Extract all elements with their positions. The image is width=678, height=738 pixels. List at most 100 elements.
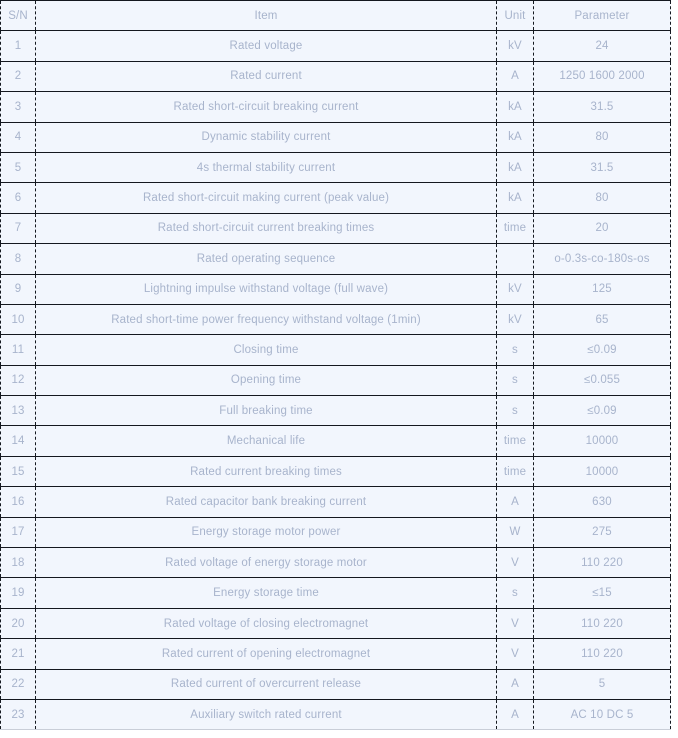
row-sn: 9 bbox=[0, 273, 36, 305]
row-unit bbox=[496, 243, 534, 275]
row-sn: 5 bbox=[0, 151, 36, 184]
row-parameter: 10000 bbox=[533, 455, 671, 488]
row-unit: kA bbox=[496, 91, 534, 123]
row-unit: s bbox=[496, 364, 534, 397]
row-parameter: ≤15 bbox=[533, 577, 671, 609]
column-header-unit: Unit bbox=[496, 0, 534, 32]
row-parameter: ≤0.09 bbox=[533, 334, 671, 366]
row-sn: 22 bbox=[0, 668, 36, 700]
row-sn: 11 bbox=[0, 334, 36, 366]
row-unit: A bbox=[496, 60, 534, 93]
row-sn: 13 bbox=[0, 395, 36, 427]
row-item: Rated short-time power frequency withsta… bbox=[35, 303, 497, 336]
table-row: 8 Rated operating sequence o-0.3s-co-180s-… bbox=[0, 243, 671, 275]
row-unit: kA bbox=[496, 182, 534, 214]
row-item: Rated short-circuit breaking current bbox=[35, 91, 497, 123]
row-item: Energy storage motor power bbox=[35, 516, 497, 549]
row-unit: V bbox=[496, 607, 534, 640]
row-item: Rated voltage of closing electromagnet bbox=[35, 607, 497, 640]
table-row: 7 Rated short-circuit current breaking ti… bbox=[0, 212, 671, 245]
table-row: 2 Rated current A 1250 1600 2000 bbox=[0, 60, 671, 93]
table-row: 18 Rated voltage of energy storage motor V… bbox=[0, 547, 671, 579]
row-sn: 19 bbox=[0, 577, 36, 609]
column-header-item: Item bbox=[35, 0, 497, 32]
row-sn: 14 bbox=[0, 425, 36, 457]
row-item: Closing time bbox=[35, 334, 497, 366]
row-parameter: 5 bbox=[533, 668, 671, 700]
row-sn: 2 bbox=[0, 60, 36, 93]
row-unit: V bbox=[496, 638, 534, 670]
row-parameter: o-0.3s-co-180s-os bbox=[533, 243, 671, 275]
row-item: Rated short-circuit current breaking tim… bbox=[35, 212, 497, 245]
row-parameter: 20 bbox=[533, 212, 671, 245]
table-row: 22 Rated current of overcurrent release A 5 bbox=[0, 668, 671, 700]
table-row: 4 Dynamic stability current kA 80 bbox=[0, 121, 671, 153]
row-sn: 18 bbox=[0, 547, 36, 579]
row-item: Rated current of overcurrent release bbox=[35, 668, 497, 700]
row-sn: 4 bbox=[0, 121, 36, 153]
table-row: 12 Opening time s ≤0.055 bbox=[0, 364, 671, 397]
row-parameter: 110 220 bbox=[533, 607, 671, 640]
row-parameter: 10000 bbox=[533, 425, 671, 457]
row-parameter: 125 bbox=[533, 273, 671, 305]
table-row: 10 Rated short-time power frequency withs… bbox=[0, 303, 671, 336]
row-item: Auxiliary switch rated current bbox=[35, 698, 497, 731]
table-row: 3 Rated short-circuit breaking current kA 3… bbox=[0, 91, 671, 123]
table-header-row: S/N Item Unit Parameter bbox=[0, 0, 671, 32]
row-parameter: 31.5 bbox=[533, 151, 671, 184]
row-sn: 21 bbox=[0, 638, 36, 670]
table-row: 23 Auxiliary switch rated current A AC 10 D… bbox=[0, 698, 671, 731]
table-body: 1 Rated voltage kV 24 2 Rated current A 1250 16… bbox=[0, 30, 671, 731]
row-parameter: 80 bbox=[533, 182, 671, 214]
row-item: Lightning impulse withstand voltage (ful… bbox=[35, 273, 497, 305]
row-unit: A bbox=[496, 486, 534, 518]
row-unit: kA bbox=[496, 121, 534, 153]
row-parameter: 31.5 bbox=[533, 91, 671, 123]
row-unit: s bbox=[496, 577, 534, 609]
row-sn: 10 bbox=[0, 303, 36, 336]
row-unit: kV bbox=[496, 303, 534, 336]
row-item: Opening time bbox=[35, 364, 497, 397]
row-item: Rated voltage bbox=[35, 30, 497, 62]
row-item: Rated current bbox=[35, 60, 497, 93]
row-sn: 3 bbox=[0, 91, 36, 123]
row-unit: time bbox=[496, 425, 534, 457]
column-header-parameter: Parameter bbox=[533, 0, 671, 32]
row-sn: 7 bbox=[0, 212, 36, 245]
row-unit: kV bbox=[496, 273, 534, 305]
row-item: Rated capacitor bank breaking current bbox=[35, 486, 497, 518]
row-unit: W bbox=[496, 516, 534, 549]
row-parameter: ≤0.055 bbox=[533, 364, 671, 397]
row-item: Full breaking time bbox=[35, 395, 497, 427]
row-parameter: 630 bbox=[533, 486, 671, 518]
table-row: 21 Rated current of opening electromagnet… bbox=[0, 638, 671, 670]
row-sn: 12 bbox=[0, 364, 36, 397]
row-item: Dynamic stability current bbox=[35, 121, 497, 153]
table-row: 5 4s thermal stability current kA 31.5 bbox=[0, 151, 671, 184]
row-parameter: 110 220 bbox=[533, 638, 671, 670]
table-row: 20 Rated voltage of closing electromagnet… bbox=[0, 607, 671, 640]
row-unit: time bbox=[496, 455, 534, 488]
row-item: Rated current breaking times bbox=[35, 455, 497, 488]
table-row: 19 Energy storage time s ≤15 bbox=[0, 577, 671, 609]
table-row: 1 Rated voltage kV 24 bbox=[0, 30, 671, 62]
row-parameter: 65 bbox=[533, 303, 671, 336]
table-row: 11 Closing time s ≤0.09 bbox=[0, 334, 671, 366]
row-parameter: ≤0.09 bbox=[533, 395, 671, 427]
table-header: S/N Item Unit Parameter bbox=[0, 0, 671, 32]
row-sn: 6 bbox=[0, 182, 36, 214]
row-item: Rated voltage of energy storage motor bbox=[35, 547, 497, 579]
table-row: 9 Lightning impulse withstand voltage (fu… bbox=[0, 273, 671, 305]
row-parameter: 24 bbox=[533, 30, 671, 62]
row-sn: 17 bbox=[0, 516, 36, 549]
row-sn: 20 bbox=[0, 607, 36, 640]
table-row: 17 Energy storage motor power W 275 bbox=[0, 516, 671, 549]
row-parameter: AC 10 DC 5 bbox=[533, 698, 671, 731]
row-sn: 23 bbox=[0, 698, 36, 731]
row-unit: kA bbox=[496, 151, 534, 184]
row-parameter: 1250 1600 2000 bbox=[533, 60, 671, 93]
row-unit: s bbox=[496, 334, 534, 366]
row-unit: kV bbox=[496, 30, 534, 62]
row-sn: 15 bbox=[0, 455, 36, 488]
row-item: Rated current of opening electromagnet bbox=[35, 638, 497, 670]
